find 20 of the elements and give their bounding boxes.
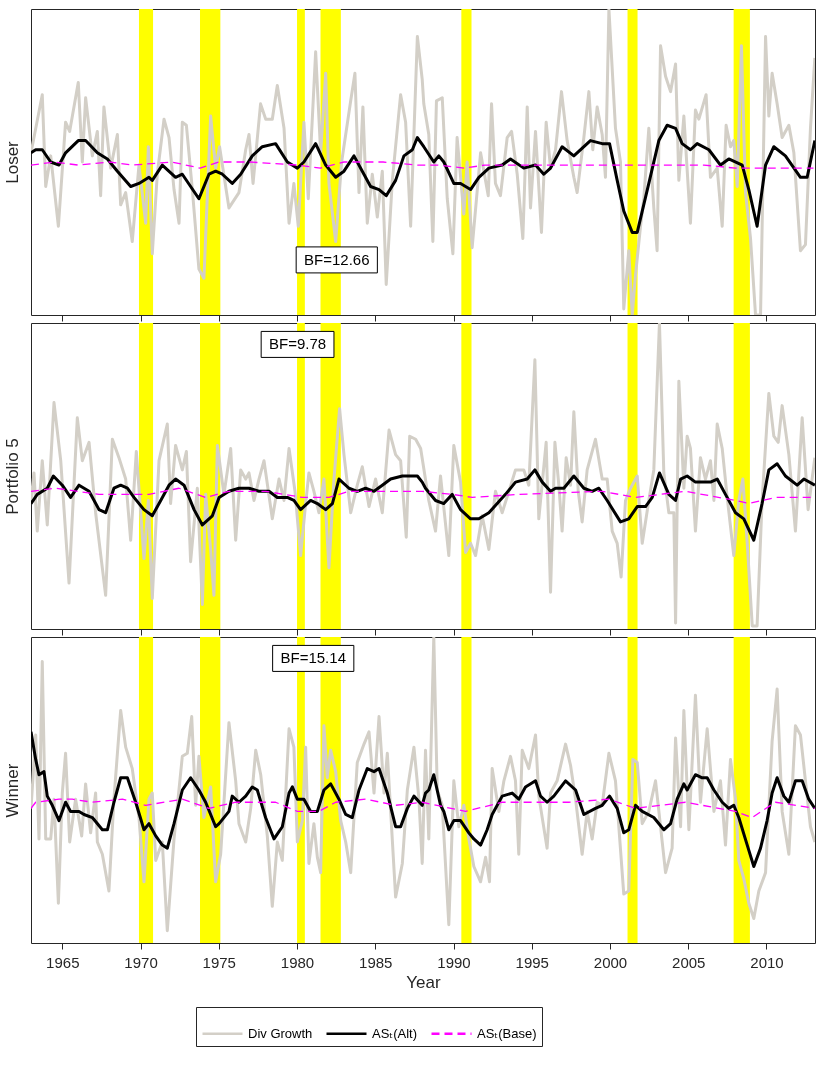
x-tick-label: 2005 <box>672 953 706 971</box>
x-tick-label: 2010 <box>750 953 784 971</box>
legend-label: ASₜ(Alt) <box>372 1025 418 1041</box>
x-tick-label: 1965 <box>46 953 80 971</box>
x-tick-label: 1995 <box>515 953 549 971</box>
y-axis-title: Loser <box>2 140 22 184</box>
x-tick-label: 1985 <box>359 953 393 971</box>
x-axis-title: Year <box>406 972 442 992</box>
annotation: BF=15.14 <box>280 649 346 667</box>
y-axis-title: Portfolio 5 <box>2 438 22 515</box>
x-tick-label: 1990 <box>437 953 471 971</box>
y-axis-title: Winner <box>2 763 22 818</box>
x-tick-label: 1970 <box>124 953 158 971</box>
x-tick-label: 1975 <box>202 953 236 971</box>
legend-label: Div Growth <box>248 1025 313 1041</box>
annotation: BF=9.78 <box>269 335 327 353</box>
legend-label: ASₜ(Base) <box>477 1025 537 1041</box>
x-tick-label: 1980 <box>280 953 315 971</box>
x-tick-label: 2000 <box>593 953 628 971</box>
annotation: BF=12.66 <box>304 250 370 268</box>
